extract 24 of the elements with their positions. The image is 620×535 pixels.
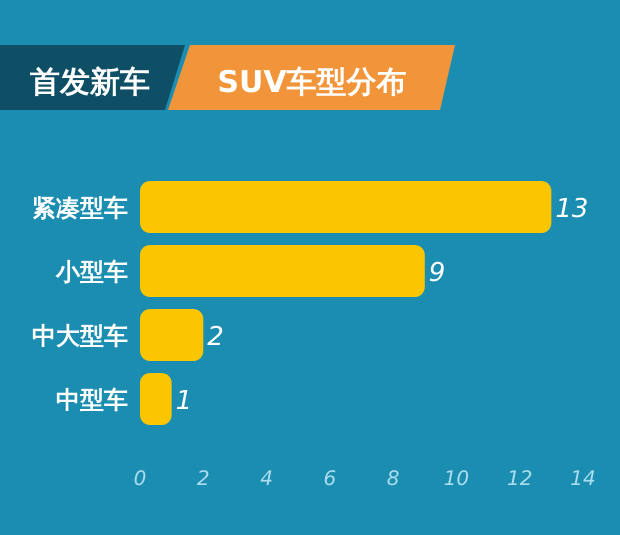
x-tick-label: 14 bbox=[570, 466, 596, 490]
y-tick-label: 中大型车 bbox=[32, 322, 128, 350]
chart-title: 首发新车 bbox=[30, 65, 150, 100]
bar bbox=[140, 245, 425, 297]
subtitle: SUV车型分布 bbox=[168, 45, 455, 110]
x-tick-label: 6 bbox=[323, 466, 336, 490]
data-label: 13 bbox=[555, 194, 588, 224]
data-label: 9 bbox=[428, 258, 446, 288]
x-tick-label: 0 bbox=[134, 466, 146, 490]
bar bbox=[140, 309, 204, 361]
x-tick-label: 10 bbox=[444, 466, 470, 490]
y-tick-label: 中型车 bbox=[56, 386, 128, 414]
chart-subtitle: SUV车型分布 bbox=[217, 65, 407, 100]
x-tick-label: 4 bbox=[260, 466, 273, 490]
x-tick-label: 12 bbox=[506, 466, 532, 490]
y-tick-label: 紧凑型车 bbox=[32, 194, 128, 222]
data-label: 1 bbox=[176, 386, 192, 416]
x-tick-label: 8 bbox=[386, 466, 400, 490]
title: 首发新车 bbox=[0, 45, 185, 110]
x-tick-label: 2 bbox=[196, 466, 210, 490]
bar bbox=[140, 373, 172, 425]
data-label: 2 bbox=[207, 322, 224, 352]
y-tick-label: 小型车 bbox=[55, 258, 128, 286]
bar bbox=[140, 181, 552, 233]
